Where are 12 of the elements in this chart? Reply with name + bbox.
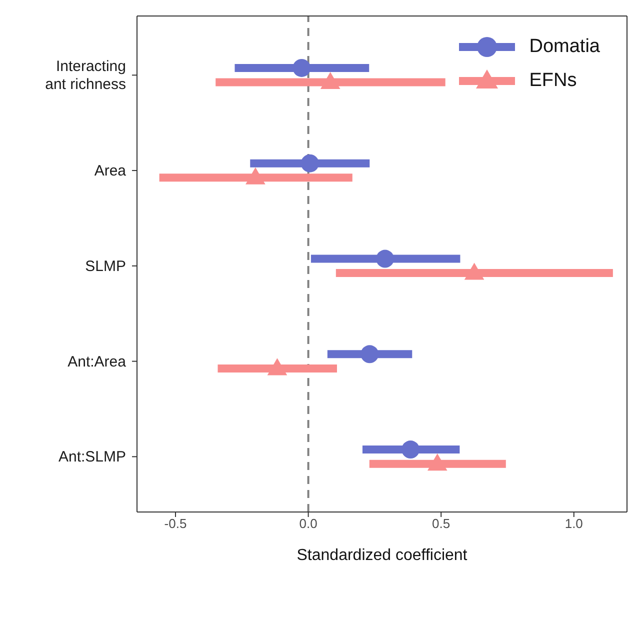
legend-label: EFNs: [529, 70, 577, 92]
legend-label: Domatia: [529, 36, 600, 58]
y-tick-label: Area: [94, 162, 127, 180]
y-tick-label: Interacting ant richness: [45, 58, 126, 94]
y-tick-label: Ant:SLMP: [58, 448, 126, 466]
x-tick-label: 0.0: [299, 516, 318, 532]
x-tick-label: 0.5: [432, 516, 450, 532]
y-tick-label: SLMP: [85, 258, 126, 275]
y-tick-label: Ant:Area: [68, 353, 127, 370]
x-tick-label: -0.5: [164, 516, 187, 532]
x-axis-title: Standardized coefficient: [296, 547, 468, 564]
x-tick-label: 1.0: [564, 516, 583, 532]
